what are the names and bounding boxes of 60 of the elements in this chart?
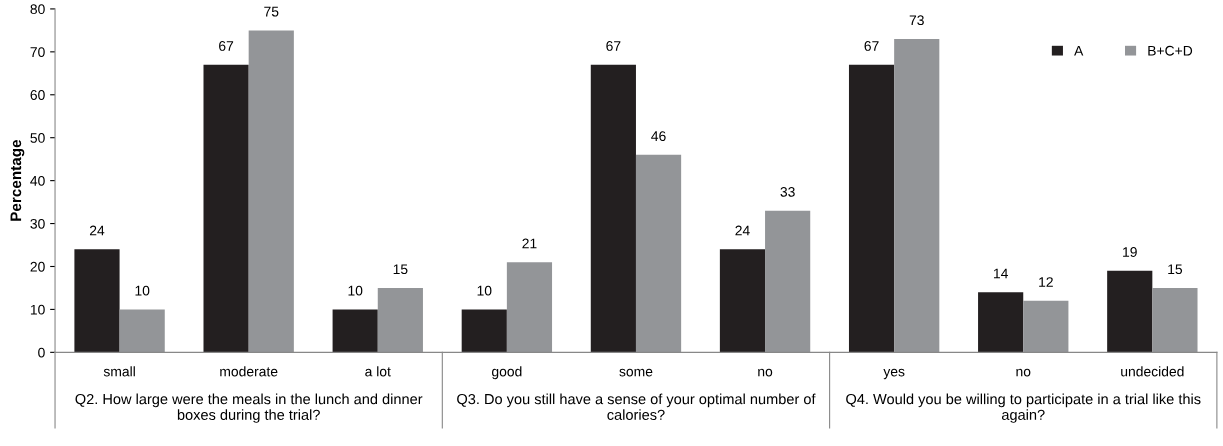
text: Q3. Do you still have a sense of your optimal number of calories? [457,393,816,420]
bar [461,309,507,353]
bar [506,262,553,353]
bar [765,210,811,353]
y-tick-label: 20 [30,261,45,272]
bar [332,309,378,353]
data-label: 67 [864,41,879,51]
bar [203,64,249,353]
y-tick-label: 30 [30,218,45,229]
data-label: 19 [1123,247,1137,257]
y-tick-label: 60 [30,90,45,100]
bar [590,64,636,353]
data-label: 10 [135,285,150,296]
y-tick-label: 0 [38,347,45,358]
text: Q4. Would you be willing to participate in a trial like this again? [846,393,1201,423]
bar [74,249,120,353]
bar [848,64,895,353]
x-tick-label: a lot [365,366,391,377]
bar [119,309,165,353]
data-label: 33 [780,186,795,197]
bar [248,30,294,353]
y-tick-label: 50 [30,133,45,143]
data-label: 15 [1168,264,1183,275]
bar [377,287,423,353]
data-label: 73 [909,15,924,26]
legend-label: B+C+D [1148,45,1193,56]
data-label: 12 [1039,277,1053,287]
y-tick-label: 70 [30,47,45,58]
bar [894,38,940,353]
legend-label: A [1074,45,1084,56]
x-tick-label: good [492,366,522,380]
data-label: 10 [348,285,363,296]
data-label: 67 [606,41,621,51]
y-axis-title: Percentage [10,139,25,221]
bar [978,292,1024,353]
text: Q2. How large were the meals in the lunch and dinner boxes during the trial? [75,393,423,423]
x-tick-label: some [619,368,653,377]
bar [1152,287,1198,353]
y-tick-label: 40 [30,175,45,186]
data-label: 21 [522,238,537,249]
bar [1107,270,1153,353]
bar [1023,300,1069,353]
data-label: 15 [393,264,408,275]
x-tick-label: no [1016,368,1031,377]
data-label: 67 [219,41,234,51]
x-tick-label: small [103,366,135,377]
data-label: 75 [264,6,279,17]
x-tick-label: no [758,368,773,377]
y-tick-label: 10 [30,304,45,315]
data-label: 14 [993,268,1008,279]
x-tick-label: undecided [1121,366,1184,377]
data-label: 24 [735,225,750,236]
data-label: 24 [89,225,105,236]
y-tick-label: 80 [30,4,45,15]
data-label: 10 [477,285,492,296]
x-tick-label: moderate [220,366,278,377]
bar [635,154,682,353]
data-label: 46 [651,131,666,142]
x-tick-label: yes [883,368,905,380]
bar [719,249,766,353]
